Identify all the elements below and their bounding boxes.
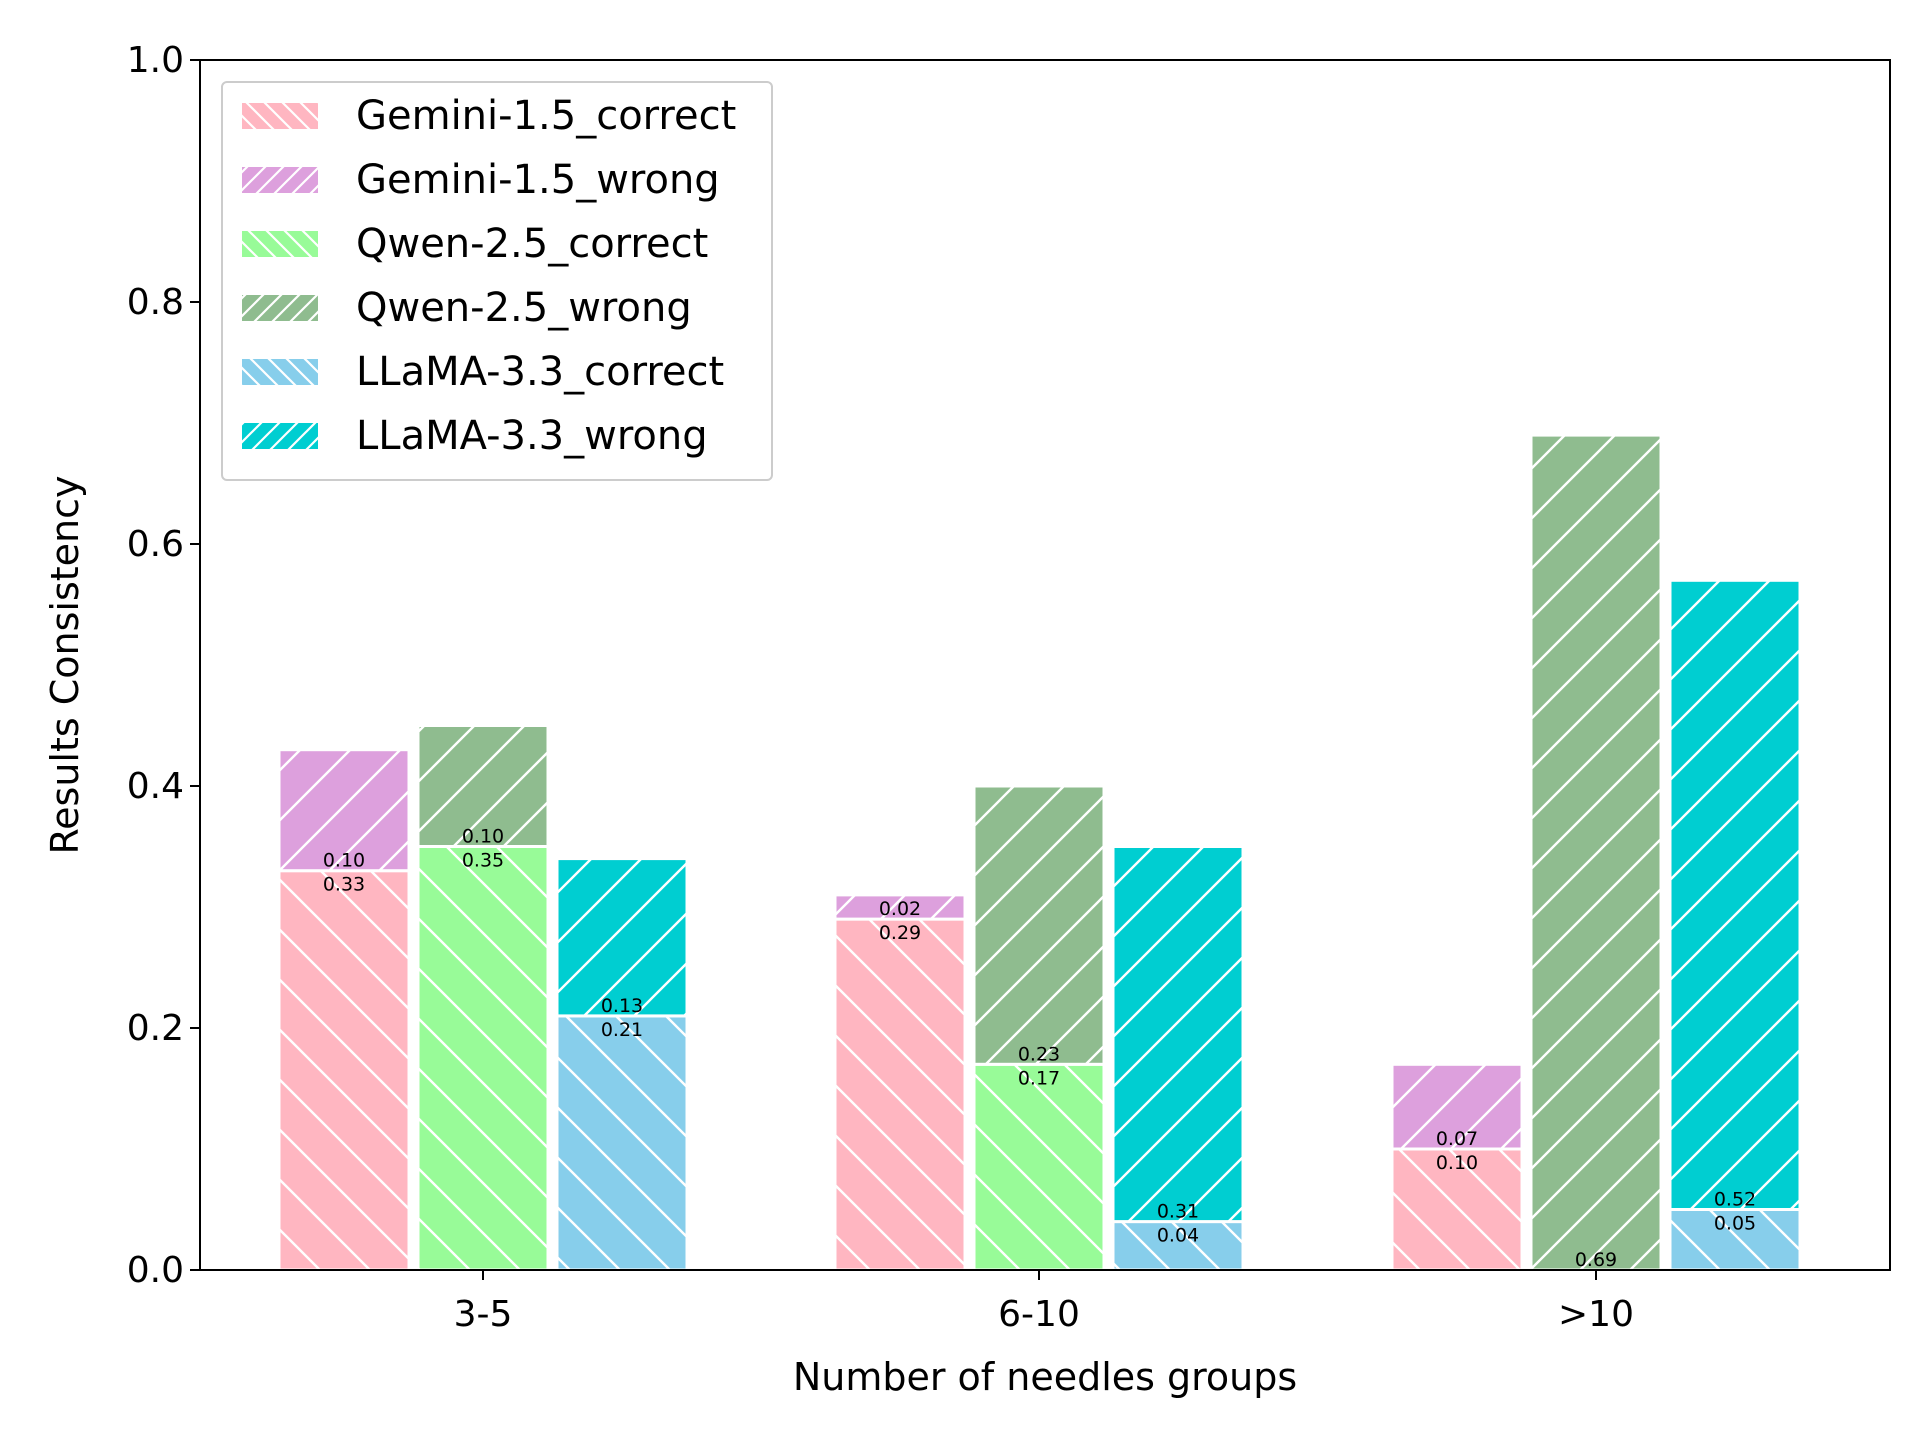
data-label-correct: 0.35 (462, 850, 504, 872)
legend-label: LLaMA-3.3_wrong (356, 413, 708, 459)
bar-correct-hatch (555, 1014, 689, 1272)
bar-wrong-hatch (972, 784, 1106, 1066)
data-label-correct: 0.04 (1157, 1225, 1199, 1247)
legend-label: LLaMA-3.3_correct (356, 349, 724, 395)
value-labels-layer: 0.100.330.020.290.070.100.100.350.230.17… (323, 826, 1756, 1272)
legend-swatch-hatch (242, 103, 318, 129)
y-axis-label: Results Consistency (43, 475, 87, 854)
legend-swatch-hatch (242, 167, 318, 193)
bar-correct-hatch (1390, 1147, 1524, 1272)
data-label-correct: 0.21 (601, 1019, 643, 1041)
bar-wrong-hatch (1529, 433, 1663, 1272)
x-tick-label: 6-10 (998, 1294, 1080, 1335)
y-tick-label: 0.6 (127, 524, 184, 565)
bar-wrong-hatch (1111, 845, 1245, 1224)
x-tick-label: >10 (1558, 1294, 1634, 1335)
bar-wrong-hatch (555, 857, 689, 1018)
bars-layer (277, 433, 1802, 1272)
bar-correct-hatch (833, 917, 967, 1272)
legend-label: Gemini-1.5_wrong (356, 157, 720, 203)
data-label-wrong: 0.52 (1714, 1189, 1756, 1211)
bar-wrong-hatch (1390, 1062, 1524, 1151)
data-label-wrong: 0.10 (462, 826, 504, 848)
y-tick-label: 0.8 (127, 282, 184, 323)
bar-correct-hatch (972, 1062, 1106, 1272)
data-label-correct: 0.33 (323, 874, 365, 896)
y-tick-label: 1.0 (127, 40, 184, 81)
x-tick-label: 3-5 (454, 1294, 513, 1335)
data-label-wrong: 0.69 (1575, 1249, 1617, 1271)
data-label-correct: 0.10 (1436, 1152, 1478, 1174)
data-label-correct: 0.05 (1714, 1213, 1756, 1235)
bar-wrong-hatch (416, 724, 550, 848)
y-tick-label: 0.4 (127, 766, 184, 807)
legend-swatch-hatch (242, 423, 318, 449)
data-label-wrong: 0.07 (1436, 1128, 1478, 1150)
legend-label: Qwen-2.5_correct (356, 221, 708, 267)
bar-correct-hatch (277, 869, 411, 1272)
y-tick-label: 0.0 (127, 1250, 184, 1291)
data-label-correct: 0.17 (1018, 1067, 1060, 1089)
legend-swatch-hatch (242, 295, 318, 321)
data-label-wrong: 0.10 (323, 850, 365, 872)
legend-frame (221, 81, 773, 481)
legend-swatch-hatch (242, 231, 318, 257)
bar-correct-hatch (1111, 1220, 1245, 1272)
x-axis-label: Number of needles groups (793, 1355, 1297, 1399)
y-axis: 0.0 0.2 0.4 0.6 0.8 1.0 (127, 40, 200, 1291)
x-axis: 3-5 6-10 >10 (454, 1270, 1634, 1335)
data-label-wrong: 0.02 (879, 898, 921, 920)
data-label-wrong: 0.13 (601, 995, 643, 1017)
bar-wrong-hatch (1668, 578, 1802, 1211)
data-label-wrong: 0.23 (1018, 1043, 1060, 1065)
bar-wrong-hatch (277, 748, 411, 873)
legend-label: Gemini-1.5_correct (356, 93, 736, 139)
data-label-wrong: 0.31 (1157, 1201, 1199, 1223)
bar-wrong-hatch (833, 893, 967, 921)
legend: Gemini-1.5_correct Gemini-1.5_wrong Qwen-2… (221, 81, 773, 481)
bar-correct-hatch (416, 845, 550, 1272)
data-label-correct: 0.29 (879, 922, 921, 944)
legend-swatch-hatch (242, 359, 318, 385)
legend-label: Qwen-2.5_wrong (356, 285, 692, 331)
y-tick-label: 0.2 (127, 1008, 184, 1049)
plot-frame (199, 59, 1891, 1271)
